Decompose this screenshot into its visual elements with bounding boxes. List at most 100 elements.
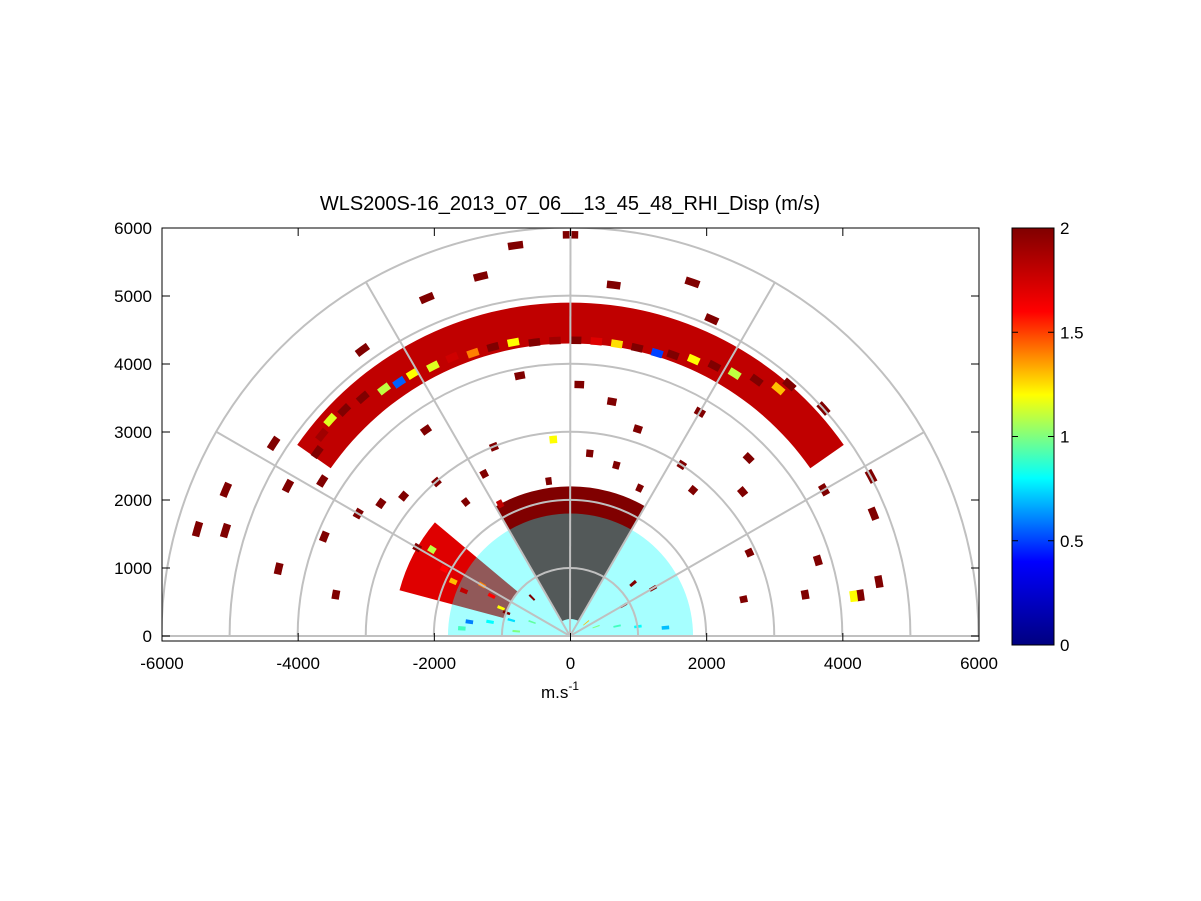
data-cell: [606, 280, 621, 290]
data-cell: [632, 424, 644, 434]
data-cell: [549, 336, 561, 345]
data-cell: [650, 347, 664, 359]
data-region: [297, 302, 844, 469]
x-tick-label: 0: [566, 654, 575, 673]
data-cell: [323, 412, 338, 427]
data-cell: [506, 337, 520, 348]
data-cell: [736, 486, 749, 498]
data-cell: [487, 592, 496, 600]
data-cell: [472, 271, 489, 282]
data-cell: [375, 497, 387, 510]
data-cell: [739, 595, 749, 604]
colorbar-ticks: 0 0.5 1 1.5 2: [1012, 219, 1084, 655]
x-axis-label-exponent: -1: [568, 679, 579, 693]
data-cell: [867, 506, 880, 521]
data-cell: [507, 617, 516, 623]
data-cell: [585, 449, 594, 458]
data-cell: [497, 605, 506, 611]
data-cell: [569, 336, 582, 345]
data-cell: [310, 445, 324, 460]
data-cell: [590, 337, 603, 346]
data-cell: [727, 367, 742, 380]
data-cell: [318, 530, 330, 543]
data-cell: [744, 547, 755, 558]
data-cell: [742, 452, 755, 465]
data-cell: [495, 499, 505, 509]
polar-grid: [162, 228, 979, 637]
data-cell: [771, 381, 786, 396]
x-tick-label: -4000: [276, 654, 319, 673]
data-cell: [426, 360, 440, 373]
data-cell: [704, 313, 720, 326]
y-tick-label: 5000: [114, 287, 152, 306]
data-cell: [613, 624, 621, 628]
data-cell: [612, 460, 621, 470]
data-cell: [707, 359, 722, 372]
data-cell: [545, 477, 553, 486]
data-cell: [466, 347, 480, 359]
y-tick-label: 3000: [114, 423, 152, 442]
data-cell: [419, 424, 433, 436]
data-cell: [448, 577, 458, 586]
colorbar-tick-label: 1: [1060, 428, 1069, 447]
data-cell: [331, 589, 341, 600]
data-cell: [629, 579, 637, 588]
data-cell: [219, 481, 233, 498]
data-cell: [782, 377, 797, 392]
radial-line: [569, 228, 572, 637]
data-cell: [855, 589, 865, 602]
data-cell: [812, 554, 823, 567]
colorbar-tick-label: 0.5: [1060, 532, 1084, 551]
data-cell: [574, 380, 585, 389]
data-cell: [191, 520, 204, 538]
chart-title: WLS200S-16_2013_07_06__13_45_48_RHI_Disp…: [320, 193, 820, 215]
y-tick-label: 0: [143, 627, 152, 646]
x-tick-label: -2000: [413, 654, 456, 673]
colorbar-tick-label: 1.5: [1060, 323, 1084, 342]
data-cell: [630, 342, 644, 353]
x-tick-label: -6000: [140, 654, 183, 673]
y-tick-label: 2000: [114, 491, 152, 510]
y-tick-label: 6000: [114, 219, 152, 238]
x-tick-label: 2000: [688, 654, 726, 673]
x-tick-label: 4000: [824, 654, 862, 673]
data-cell: [684, 276, 701, 289]
data-cell: [610, 339, 624, 349]
data-cell: [459, 587, 469, 595]
x-axis-label: m.s-1: [541, 679, 579, 702]
data-cell: [337, 403, 352, 417]
data-cell: [486, 619, 495, 624]
colorbar: [1011, 227, 1055, 646]
data-cell: [439, 564, 449, 574]
data-cell: [800, 589, 810, 600]
data-cell: [606, 397, 618, 407]
colorbar-tick-label: 0: [1060, 636, 1069, 655]
data-cell: [874, 575, 884, 589]
data-cell: [316, 474, 329, 488]
data-cell: [512, 629, 521, 633]
data-cell: [398, 490, 410, 502]
data-cell: [849, 590, 859, 603]
data-cell: [583, 620, 590, 626]
data-cell: [592, 624, 600, 629]
data-cell: [392, 375, 407, 389]
data-cell: [445, 351, 459, 364]
data-cell: [479, 468, 490, 479]
data-cell: [528, 338, 541, 347]
data-cell: [266, 435, 281, 452]
range-ring: [162, 228, 979, 637]
data-cell: [315, 427, 329, 442]
data-cell: [661, 625, 670, 630]
data-cell: [666, 349, 680, 361]
x-axis-label-base: m.s: [541, 683, 568, 702]
radial-line: [216, 431, 571, 637]
data-cell: [528, 594, 536, 601]
colorbar-tick-label: 2: [1060, 219, 1069, 238]
data-cell: [687, 484, 699, 496]
data-cell: [465, 619, 474, 625]
data-cell: [219, 522, 232, 539]
data-cell: [549, 435, 558, 444]
radial-line: [569, 282, 776, 637]
data-cell: [354, 342, 371, 357]
